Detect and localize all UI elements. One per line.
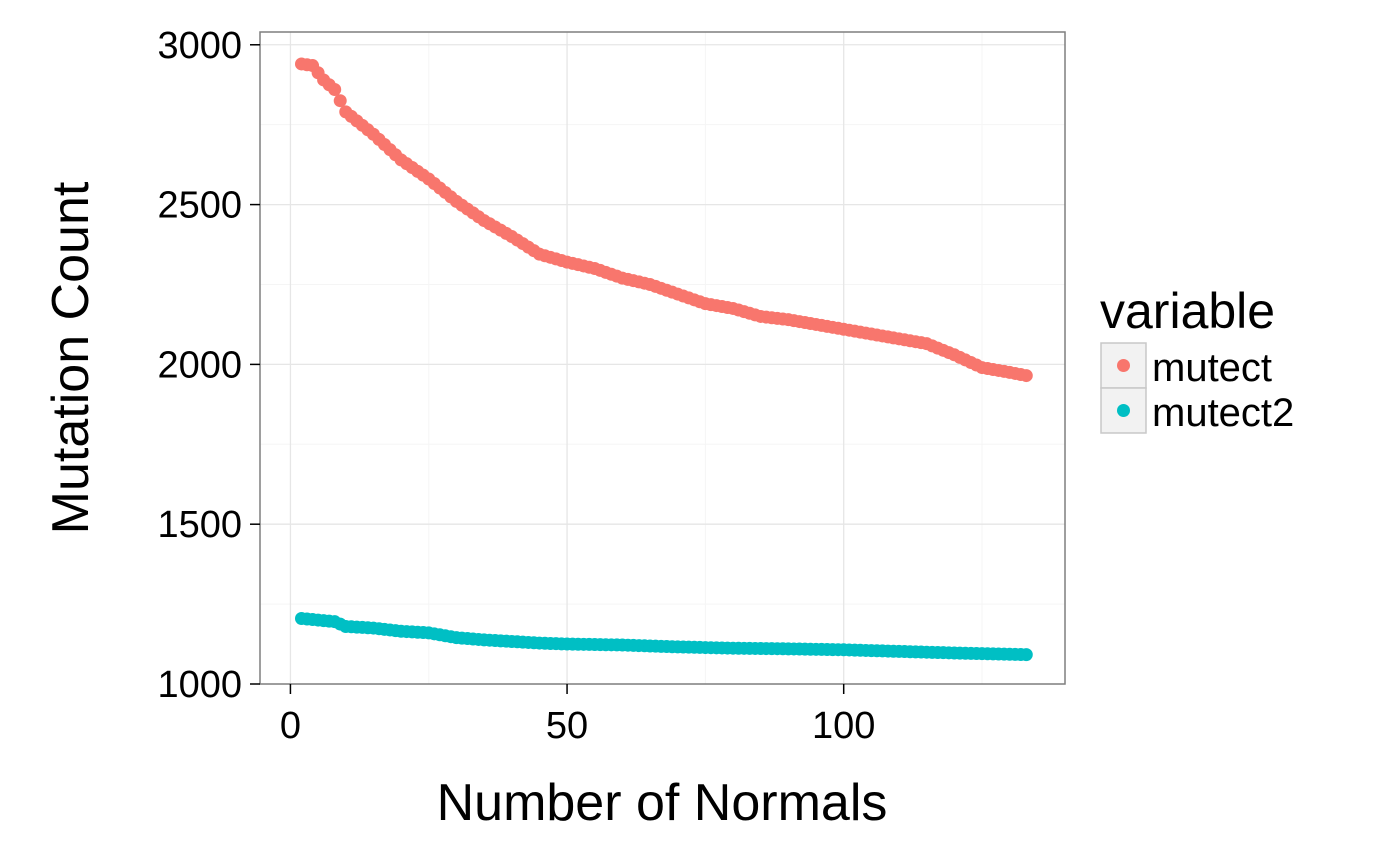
- x-tick-label: 50: [546, 705, 588, 747]
- point-mutect: [333, 94, 347, 108]
- plot-grid: [260, 32, 1065, 685]
- legend-dot-mutect: [1117, 359, 1130, 372]
- point-mutect2: [1019, 648, 1033, 662]
- x-tick-label: 0: [280, 705, 301, 747]
- y-axis-ticks: 1000 1500 2000 2500 3000: [157, 25, 260, 706]
- data-points: [294, 57, 1033, 662]
- legend-title: variable: [1100, 283, 1275, 339]
- legend-label-mutect2: mutect2: [1152, 391, 1294, 435]
- y-tick-label: 2500: [157, 185, 242, 227]
- legend: variable mutect mutect2: [1100, 283, 1294, 435]
- y-axis-title: Mutation Count: [42, 181, 100, 534]
- x-axis-title: Number of Normals: [437, 774, 888, 832]
- y-tick-label: 3000: [157, 25, 242, 67]
- plot-panel-border: [259, 31, 1066, 685]
- x-tick-label: 100: [812, 705, 875, 747]
- x-axis-ticks: 0 50 100: [280, 684, 875, 747]
- y-tick-label: 1500: [157, 504, 242, 546]
- legend-label-mutect: mutect: [1152, 346, 1272, 390]
- y-tick-label: 1000: [157, 664, 242, 706]
- point-mutect: [1019, 369, 1033, 383]
- point-mutect: [328, 83, 342, 97]
- y-tick-label: 2000: [157, 344, 242, 386]
- legend-dot-mutect2: [1117, 404, 1130, 417]
